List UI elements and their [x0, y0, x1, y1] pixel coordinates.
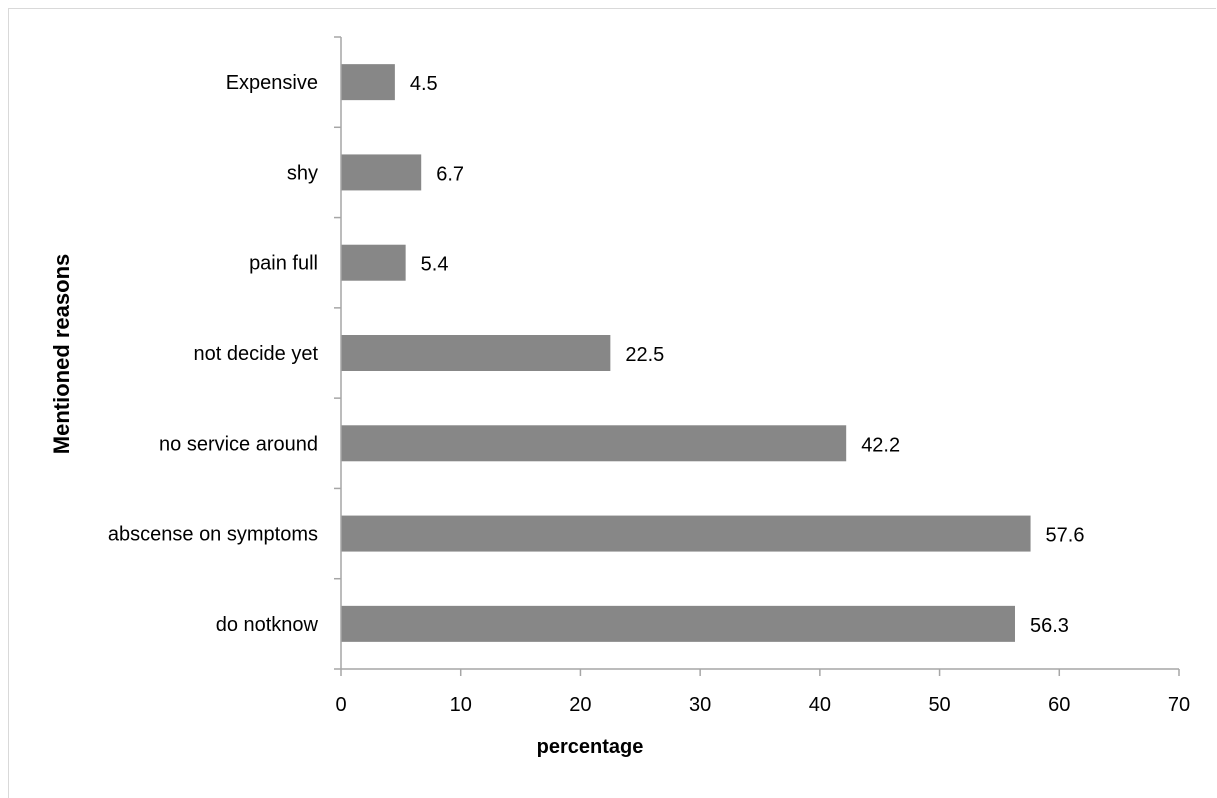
category-label: pain full [249, 253, 318, 275]
chart-frame [8, 8, 1216, 798]
x-tick-label: 40 [809, 694, 831, 716]
x-tick-label: 0 [335, 694, 346, 716]
x-tick-label: 30 [689, 694, 711, 716]
bar [341, 515, 1031, 552]
data-label: 57.6 [1046, 525, 1085, 547]
axes-group [340, 37, 1179, 670]
x-tick-label: 50 [928, 694, 950, 716]
data-label: 6.7 [436, 163, 464, 185]
category-label: abscense on symptoms [108, 524, 318, 546]
data-label: 5.4 [421, 254, 449, 276]
bar [341, 64, 395, 101]
category-label: do notknow [216, 614, 319, 636]
category-label: Expensive [226, 72, 318, 94]
category-label: not decide yet [193, 343, 318, 365]
category-label: shy [287, 162, 318, 184]
x-tick-label: 60 [1048, 694, 1070, 716]
labels-group: Expensive 4.5 shy 6.7 pain full 5.4 not decide… [108, 72, 1085, 637]
bar [341, 154, 422, 191]
bar [341, 335, 611, 371]
data-label: 42.2 [861, 434, 900, 456]
y-axis-title: Mentioned reasons [49, 254, 74, 454]
bars-group [341, 64, 1031, 642]
ticks-group: 0 10 20 30 40 50 60 70 [334, 36, 1190, 716]
x-tick-label: 10 [450, 694, 472, 716]
x-axis-title: percentage [537, 736, 644, 758]
data-label: 56.3 [1030, 615, 1069, 637]
x-tick-label: 20 [569, 694, 591, 716]
data-label: 4.5 [410, 73, 438, 95]
x-tick-label: 70 [1168, 694, 1190, 716]
bar [341, 605, 1015, 642]
data-label: 22.5 [625, 344, 664, 366]
bar [341, 244, 406, 281]
category-label: no service around [159, 433, 318, 455]
bar [341, 425, 847, 462]
